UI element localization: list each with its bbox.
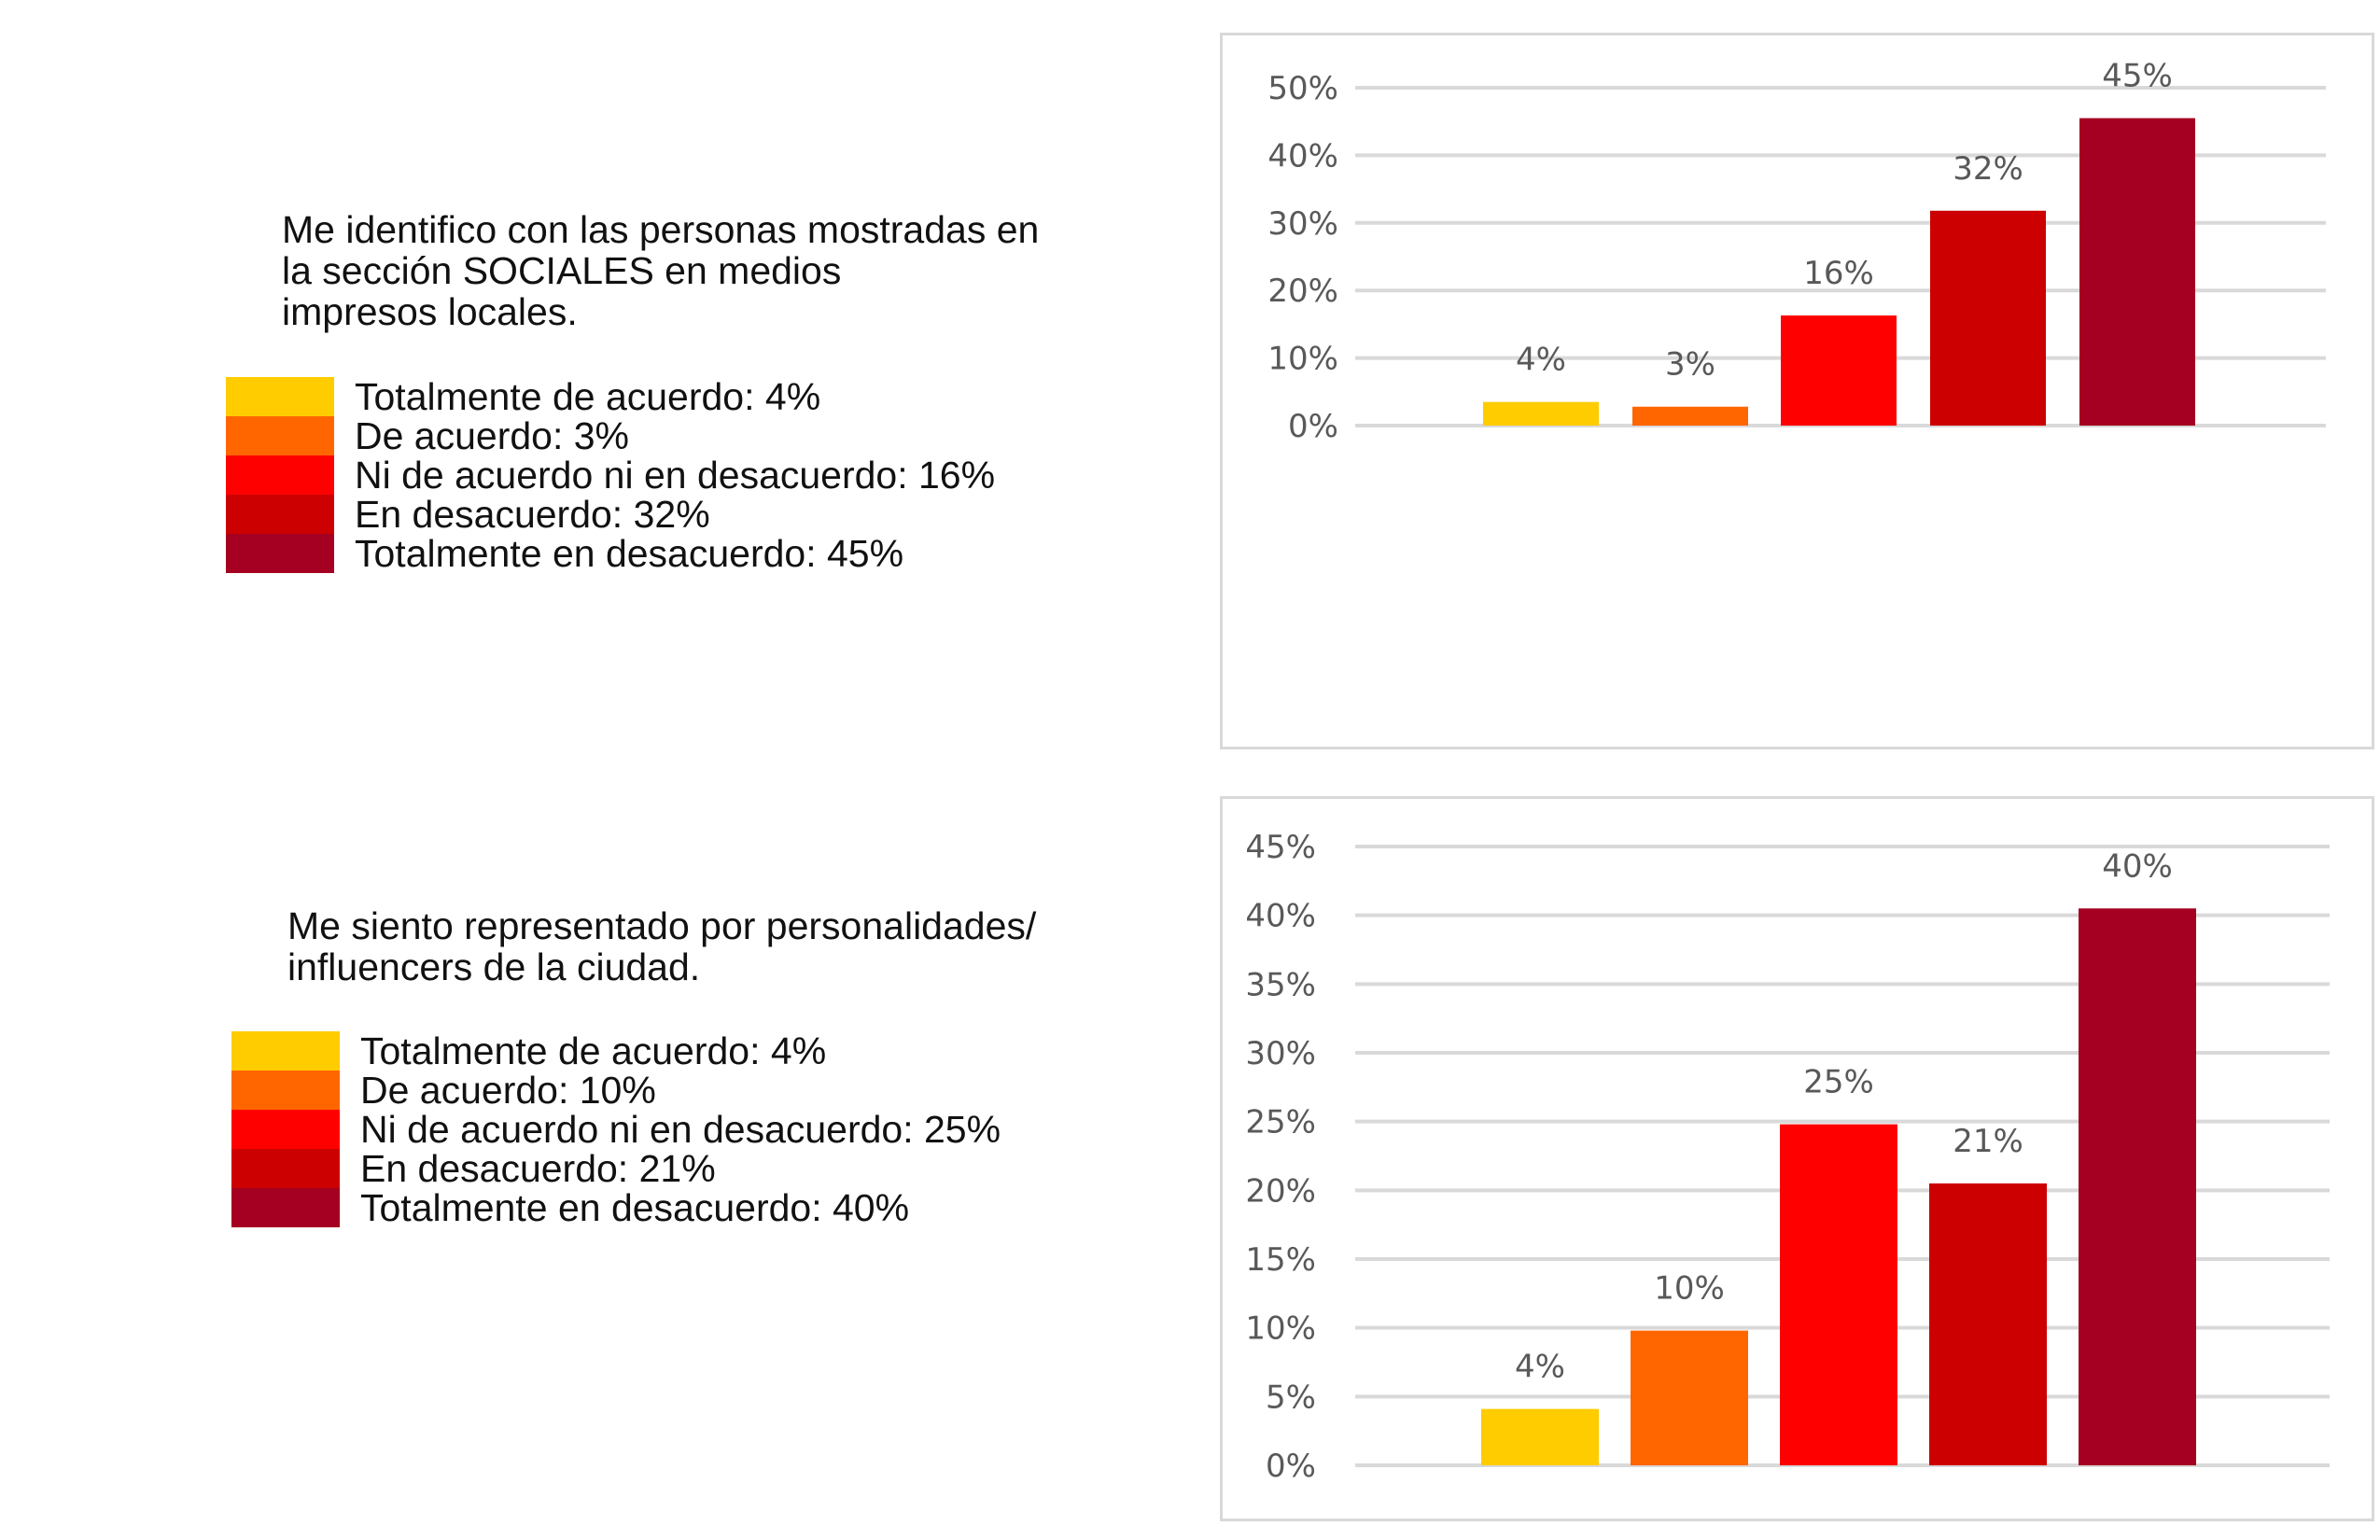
legend-item: Ni de acuerdo ni en desacuerdo: 16% xyxy=(226,455,995,495)
bar-chart-1-frame: 0% 10% 20% 30% 40% 50% 4% 3% 16% 32% 45% xyxy=(1220,33,2374,749)
bar xyxy=(1929,1183,2047,1465)
y-tick-label: 30% xyxy=(1267,205,1338,243)
data-label: 4% xyxy=(1516,342,1566,379)
bar-chart-2: 0% 5% 10% 15% 20% 25% 30% 35% 40% 45% 4% 10% 25% 21% 4… xyxy=(1245,829,2330,1485)
y-tick-label: 10% xyxy=(1245,1310,1316,1348)
legend-item: En desacuerdo: 21% xyxy=(231,1149,1001,1188)
question-2-title: Me siento representado por personalidade… xyxy=(287,904,1037,988)
data-label: 4% xyxy=(1515,1349,1565,1386)
legend-item: Totalmente en desacuerdo: 40% xyxy=(231,1188,1001,1227)
legend-swatch xyxy=(226,495,334,534)
legend-item: Totalmente de acuerdo: 4% xyxy=(226,377,995,416)
y-tick-label: 0% xyxy=(1288,408,1338,445)
bar-chart-2-frame: 0% 5% 10% 15% 20% 25% 30% 35% 40% 45% 4% 10% 25% 21% 4… xyxy=(1220,796,2374,1521)
bar xyxy=(2079,908,2196,1465)
legend-label: Totalmente de acuerdo: 4% xyxy=(360,1029,827,1072)
legend-label: En desacuerdo: 32% xyxy=(355,493,710,536)
legend-item: De acuerdo: 3% xyxy=(226,416,995,455)
y-tick-label: 40% xyxy=(1245,898,1316,935)
legend-swatch xyxy=(231,1149,340,1188)
legend-item: Totalmente en desacuerdo: 45% xyxy=(226,534,995,573)
y-tick-label: 50% xyxy=(1267,70,1338,107)
data-label: 40% xyxy=(2102,847,2173,885)
data-label: 16% xyxy=(1803,255,1874,292)
y-tick-label: 5% xyxy=(1266,1379,1316,1416)
legend-label: De acuerdo: 3% xyxy=(355,414,630,457)
y-tick-label: 15% xyxy=(1245,1241,1316,1279)
bar xyxy=(1780,1124,1897,1465)
data-label: 32% xyxy=(1953,150,2023,188)
y-tick-label: 30% xyxy=(1245,1035,1316,1072)
bar xyxy=(1632,406,1748,426)
bar xyxy=(1483,401,1599,426)
legend-label: Ni de acuerdo ni en desacuerdo: 16% xyxy=(355,454,996,497)
y-tick-label: 35% xyxy=(1245,966,1316,1003)
legend-label: Totalmente en desacuerdo: 45% xyxy=(355,532,904,575)
legend-swatch xyxy=(231,1110,340,1149)
data-label: 10% xyxy=(1654,1270,1725,1308)
legend-swatch xyxy=(226,377,334,416)
legend-swatch xyxy=(231,1188,340,1227)
legend-swatch xyxy=(226,534,334,573)
bar xyxy=(1781,315,1897,426)
data-label: 3% xyxy=(1665,346,1715,384)
legend-label: Totalmente en desacuerdo: 40% xyxy=(360,1186,910,1229)
legend-item: En desacuerdo: 32% xyxy=(226,495,995,534)
y-tick-label: 25% xyxy=(1245,1104,1316,1141)
legend-label: En desacuerdo: 21% xyxy=(360,1147,716,1190)
legend-1: Totalmente de acuerdo: 4% De acuerdo: 3%… xyxy=(226,377,995,573)
legend-swatch xyxy=(226,455,334,495)
legend-label: Ni de acuerdo ni en desacuerdo: 25% xyxy=(360,1108,1001,1151)
y-tick-label: 40% xyxy=(1267,137,1338,175)
y-tick-label: 45% xyxy=(1245,829,1316,866)
legend-swatch xyxy=(226,416,334,455)
legend-item: De acuerdo: 10% xyxy=(231,1071,1001,1110)
bar xyxy=(1930,210,2046,426)
bar-chart-1: 0% 10% 20% 30% 40% 50% 4% 3% 16% 32% 45% xyxy=(1267,58,2326,445)
bar xyxy=(2079,118,2195,426)
legend-label: Totalmente de acuerdo: 4% xyxy=(355,375,821,418)
y-tick-label: 20% xyxy=(1267,273,1338,310)
legend-swatch xyxy=(231,1071,340,1110)
data-label: 25% xyxy=(1803,1064,1874,1101)
y-tick-label: 0% xyxy=(1266,1448,1316,1485)
legend-swatch xyxy=(231,1031,340,1071)
data-label: 45% xyxy=(2102,58,2173,95)
legend-2: Totalmente de acuerdo: 4% De acuerdo: 10… xyxy=(231,1031,1001,1227)
bar xyxy=(1631,1330,1748,1465)
legend-item: Totalmente de acuerdo: 4% xyxy=(231,1031,1001,1071)
data-label: 21% xyxy=(1953,1123,2023,1160)
y-tick-label: 20% xyxy=(1245,1172,1316,1210)
bar xyxy=(1481,1408,1599,1465)
legend-label: De acuerdo: 10% xyxy=(360,1069,656,1112)
question-1-title: Me identifico con las personas mostradas… xyxy=(282,208,1040,333)
legend-item: Ni de acuerdo ni en desacuerdo: 25% xyxy=(231,1110,1001,1149)
y-tick-label: 10% xyxy=(1267,341,1338,378)
